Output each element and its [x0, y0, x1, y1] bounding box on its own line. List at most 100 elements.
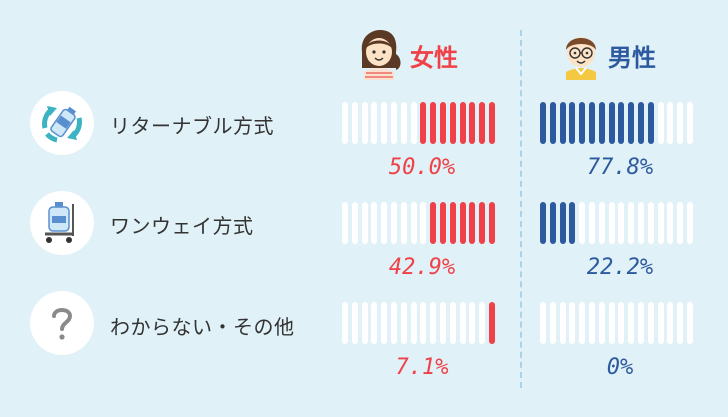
- recycle-bottle-icon: [42, 106, 82, 143]
- female-bar-segment-filled: [449, 202, 456, 244]
- female-bar-segment-empty: [410, 202, 417, 244]
- female-bar-segment-empty: [410, 102, 417, 144]
- male-bar-segment-empty: [598, 202, 605, 244]
- male-bar-segment-empty: [540, 302, 546, 344]
- female-bar-segment-empty: [410, 302, 417, 344]
- female-bar-segment-empty: [371, 202, 378, 244]
- male-bar-segment-empty: [589, 302, 595, 344]
- male-bar-segment-empty: [667, 302, 674, 344]
- male-bar-segment-empty: [687, 302, 693, 344]
- male-bar-segment-filled: [559, 202, 566, 244]
- female-bar-segment-empty: [351, 202, 358, 244]
- female-bar-segment-filled: [459, 202, 466, 244]
- female-bar-segment-empty: [342, 102, 348, 144]
- female-bar-segment-empty: [420, 302, 427, 344]
- female-bar-segment-empty: [449, 302, 456, 344]
- water-jug-cart-icon: [45, 202, 74, 243]
- male-value-label: 22.2%: [586, 255, 654, 280]
- female-bar-segment-filled: [489, 302, 495, 344]
- female-bar-segment-filled: [430, 102, 437, 144]
- male-bar-segment-empty: [579, 302, 586, 344]
- female-bar-segment-empty: [400, 102, 407, 144]
- male-bar-segment-filled: [549, 202, 556, 244]
- female-bar-segment-empty: [420, 202, 427, 244]
- male-bar-segment-empty: [569, 302, 576, 344]
- female-bar-segment-filled: [489, 202, 495, 244]
- male-bar-segment-empty: [657, 202, 664, 244]
- male-bar-segment-filled: [540, 102, 546, 144]
- female-bar-segment-filled: [440, 102, 446, 144]
- female-bar-segment-filled: [479, 102, 486, 144]
- male-bar-segment-filled: [540, 202, 546, 244]
- male-bar-segment-empty: [657, 102, 664, 144]
- female-bar-segment-empty: [351, 102, 358, 144]
- male-bar-segment-empty: [667, 202, 674, 244]
- male-bar-segment-filled: [608, 102, 615, 144]
- male-bar-segment-filled: [569, 202, 576, 244]
- category-label: リターナブル方式: [110, 114, 274, 138]
- category-icon-circle: [30, 191, 94, 255]
- female-bar-segment-empty: [440, 302, 446, 344]
- female-bar-segment-empty: [391, 202, 397, 244]
- female-header-label: 女性: [410, 44, 458, 72]
- female-bar-segment-empty: [430, 302, 437, 344]
- female-bar-segment-empty: [371, 302, 378, 344]
- category-label: わからない・その他: [110, 315, 295, 339]
- female-bar-segment-empty: [400, 302, 407, 344]
- female-bar-segment-filled: [449, 102, 456, 144]
- male-bar-segment-filled: [559, 102, 566, 144]
- male-bar-segment-empty: [647, 302, 654, 344]
- male-bar-segment-empty: [677, 302, 684, 344]
- female-bar-segment-filled: [459, 102, 466, 144]
- male-bar-segment-empty: [628, 302, 635, 344]
- male-bar-segment-empty: [677, 202, 684, 244]
- question-mark-icon: [52, 308, 73, 340]
- male-bar-segment-empty: [638, 302, 644, 344]
- category-label: ワンウェイ方式: [110, 214, 254, 238]
- female-bar-segment-empty: [371, 102, 378, 144]
- male-bar-segment-empty: [618, 302, 625, 344]
- column-divider: [520, 30, 522, 388]
- female-bar-segment-empty: [351, 302, 358, 344]
- male-bar-segment-empty: [628, 202, 635, 244]
- male-bar-segment-filled: [549, 102, 556, 144]
- male-bar-segment-empty: [687, 102, 693, 144]
- female-bar-segment-empty: [381, 102, 388, 144]
- female-value-label: 7.1%: [395, 355, 449, 380]
- male-bar-segment-empty: [608, 202, 615, 244]
- female-bar-segment-empty: [361, 102, 368, 144]
- female-bar-segment-filled: [469, 202, 476, 244]
- female-bar-segment-empty: [479, 302, 486, 344]
- female-bar-segment-empty: [459, 302, 466, 344]
- male-bar-segment-empty: [687, 202, 693, 244]
- male-value-label: 77.8%: [586, 155, 654, 180]
- male-bar-segment-filled: [618, 102, 625, 144]
- male-bar-segment-empty: [618, 202, 625, 244]
- female-bar-segment-empty: [361, 302, 368, 344]
- female-bar-segment-empty: [391, 302, 397, 344]
- female-avatar-icon: [356, 28, 402, 80]
- female-bar-segment-empty: [469, 302, 476, 344]
- male-bar-segment-empty: [677, 102, 684, 144]
- male-bar-segment-empty: [559, 302, 566, 344]
- male-value-label: 0%: [606, 355, 634, 380]
- male-header-label: 男性: [608, 44, 656, 72]
- female-bar-segment-filled: [440, 202, 446, 244]
- category-icon-circle: [30, 291, 94, 355]
- female-bar-segment-empty: [391, 102, 397, 144]
- female-value-label: 50.0%: [388, 155, 456, 180]
- female-bar-segment-empty: [381, 302, 388, 344]
- male-bar-segment-filled: [628, 102, 635, 144]
- male-bar-segment-empty: [589, 202, 595, 244]
- male-bar-segment-filled: [647, 102, 654, 144]
- female-bar-segment-empty: [381, 202, 388, 244]
- female-bar-segment-empty: [361, 202, 368, 244]
- male-bar-segment-empty: [608, 302, 615, 344]
- male-bar-segment-filled: [569, 102, 576, 144]
- female-bar-segment-empty: [342, 302, 348, 344]
- female-bar-segment-filled: [420, 102, 427, 144]
- female-bar-segment-empty: [342, 202, 348, 244]
- female-bar-segment-filled: [489, 102, 495, 144]
- male-bar-segment-filled: [638, 102, 644, 144]
- male-bar-segment-empty: [638, 202, 644, 244]
